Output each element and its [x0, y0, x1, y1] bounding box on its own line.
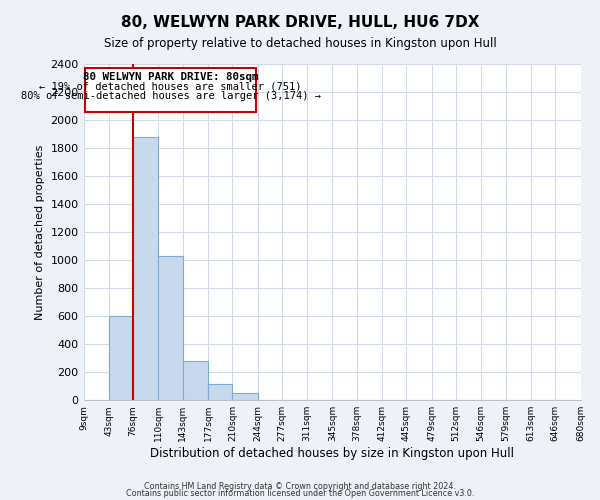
Text: 80, WELWYN PARK DRIVE, HULL, HU6 7DX: 80, WELWYN PARK DRIVE, HULL, HU6 7DX — [121, 15, 479, 30]
Bar — [109, 316, 133, 400]
FancyBboxPatch shape — [85, 68, 256, 112]
Text: Contains HM Land Registry data © Crown copyright and database right 2024.: Contains HM Land Registry data © Crown c… — [144, 482, 456, 491]
Bar — [208, 384, 232, 400]
Bar — [133, 137, 158, 400]
Text: Size of property relative to detached houses in Kingston upon Hull: Size of property relative to detached ho… — [104, 38, 496, 51]
Bar — [183, 361, 208, 400]
Bar — [158, 256, 183, 400]
Text: 80% of semi-detached houses are larger (3,174) →: 80% of semi-detached houses are larger (… — [20, 90, 320, 101]
Text: 80 WELWYN PARK DRIVE: 80sqm: 80 WELWYN PARK DRIVE: 80sqm — [83, 72, 259, 82]
X-axis label: Distribution of detached houses by size in Kingston upon Hull: Distribution of detached houses by size … — [150, 447, 514, 460]
Y-axis label: Number of detached properties: Number of detached properties — [35, 144, 45, 320]
Text: Contains public sector information licensed under the Open Government Licence v3: Contains public sector information licen… — [126, 490, 474, 498]
Text: ← 19% of detached houses are smaller (751): ← 19% of detached houses are smaller (75… — [40, 82, 302, 92]
Bar — [232, 393, 257, 400]
